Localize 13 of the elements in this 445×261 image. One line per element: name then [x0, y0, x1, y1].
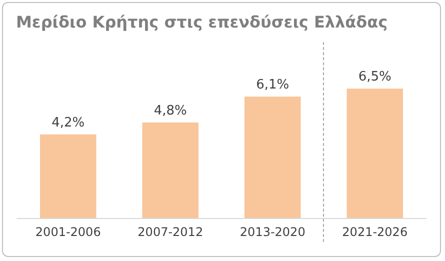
x-tick-label: 2001-2006 — [35, 225, 101, 239]
bar — [346, 88, 403, 218]
x-tick-label: 2021-2026 — [342, 225, 408, 239]
data-label: 6,1% — [256, 78, 290, 93]
bar — [244, 96, 301, 218]
data-label: 4,8% — [154, 103, 187, 118]
bar — [142, 122, 198, 218]
x-tick-label: 2013-2020 — [240, 225, 306, 239]
chart-title: Μερίδιο Κρήτης στις επενδύσεις Ελλάδας — [16, 12, 388, 32]
x-tick-label: 2007-2012 — [138, 225, 204, 239]
bar — [40, 134, 96, 218]
data-label: 4,2% — [52, 115, 85, 130]
data-label: 6,5% — [358, 70, 392, 85]
